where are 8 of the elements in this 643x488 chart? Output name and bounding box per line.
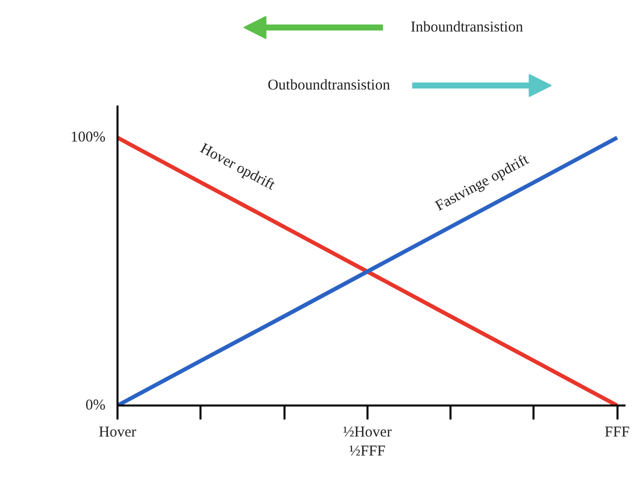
text: Outboundtransistion xyxy=(268,78,391,94)
line-series xyxy=(118,136,620,406)
x-tick-label: Hover xyxy=(98,424,136,440)
y-tick-label: 0% xyxy=(86,398,106,414)
y-tick-label: 100% xyxy=(70,130,106,146)
x-tick-label: FFF xyxy=(604,424,630,440)
x-tick-label: ½Hover ½FFF xyxy=(342,424,392,460)
text: Inboundtransistion xyxy=(410,20,524,36)
